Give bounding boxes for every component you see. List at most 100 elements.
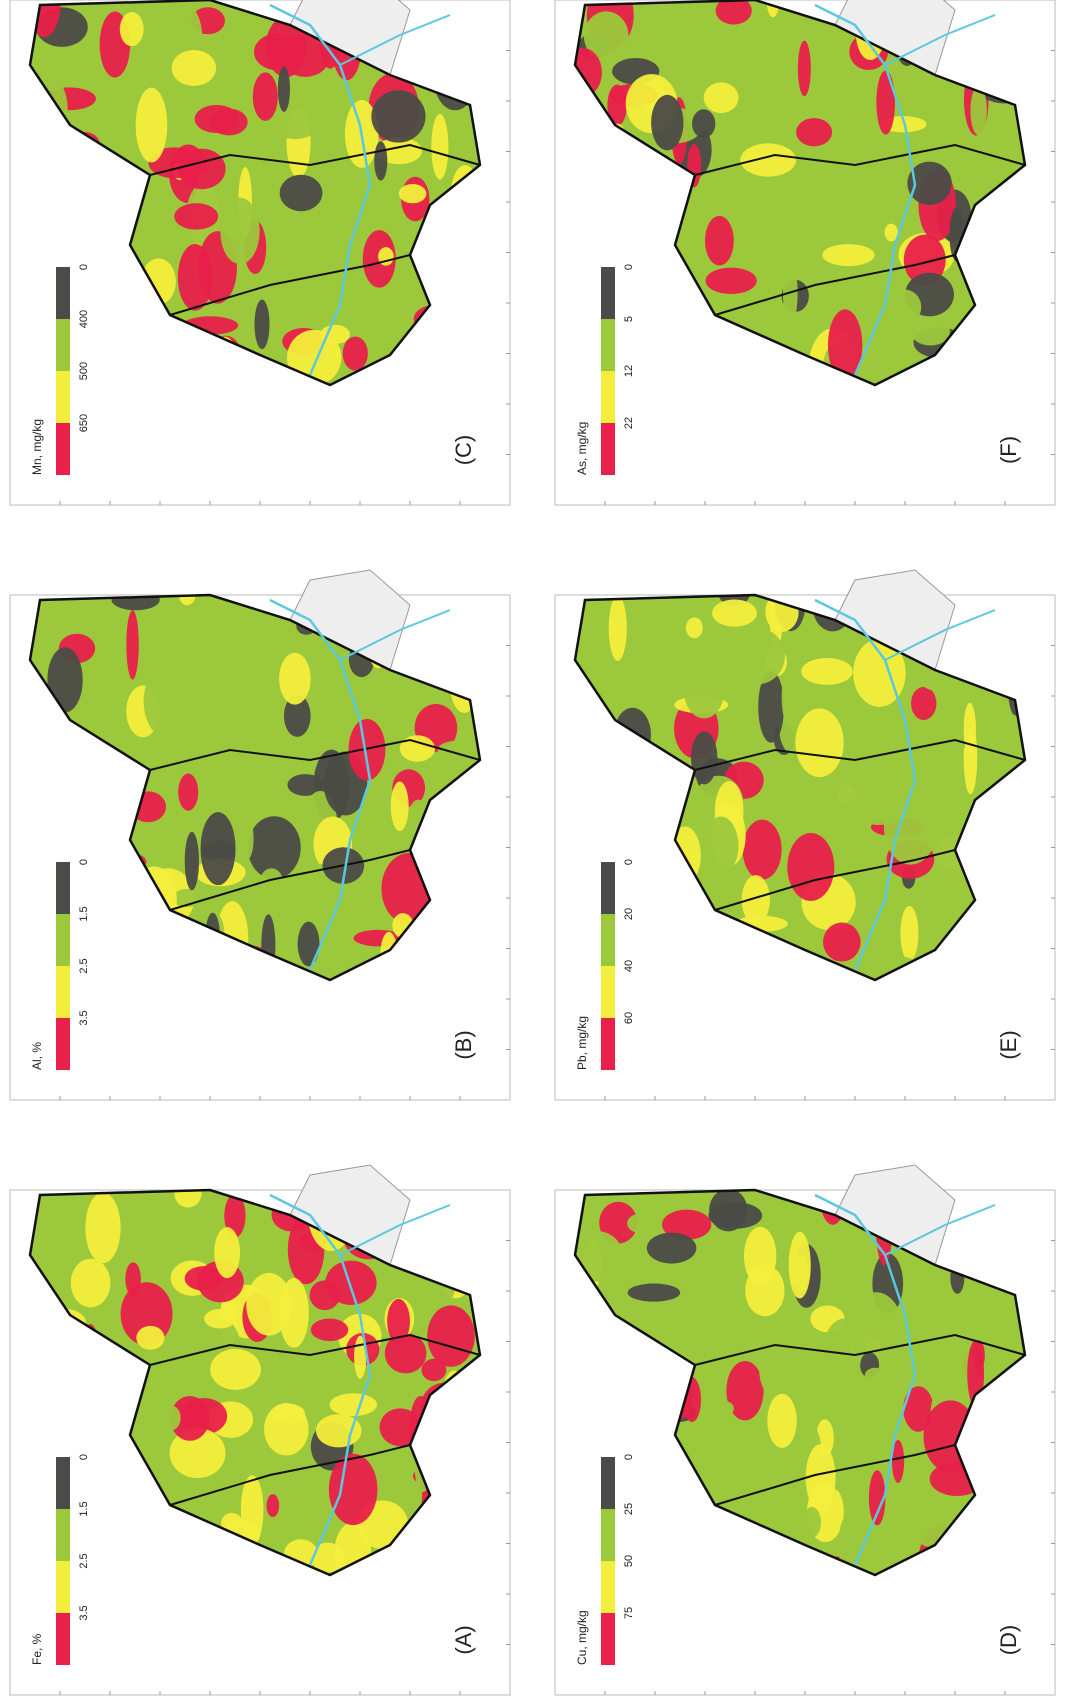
map-patch xyxy=(802,1507,821,1538)
map-patch xyxy=(136,1326,164,1350)
panel-label: (A) xyxy=(451,1625,476,1654)
map-panel: Al, %3.52.51.50(B) xyxy=(10,570,510,1100)
legend-title: Al, % xyxy=(30,1042,44,1070)
map-patch xyxy=(691,731,717,784)
legend-swatch xyxy=(601,966,615,1018)
map-patch xyxy=(311,1319,348,1342)
map-panel: Fe, %3.52.51.50(A) xyxy=(10,1165,510,1695)
map-patch xyxy=(254,299,269,349)
map-patch xyxy=(178,774,198,811)
map-patch xyxy=(692,109,715,138)
map-patch xyxy=(136,88,168,163)
map-patch xyxy=(876,71,895,135)
legend-swatch xyxy=(601,1613,615,1665)
map-patch xyxy=(700,1436,755,1472)
legend-tick-label: 75 xyxy=(623,1607,635,1619)
legend-swatch xyxy=(56,371,70,423)
legend-tick-label: 3.5 xyxy=(78,1010,90,1025)
legend-swatch xyxy=(56,1457,70,1509)
map-patch xyxy=(267,1494,280,1517)
map-patch xyxy=(712,1400,734,1416)
legend-swatch xyxy=(56,966,70,1018)
map-patch xyxy=(634,580,656,621)
map-patch xyxy=(280,175,323,211)
map-patch xyxy=(399,184,427,203)
map-patch xyxy=(371,90,425,142)
map-patch xyxy=(126,610,138,679)
legend-swatch xyxy=(601,423,615,475)
legend-swatch xyxy=(56,423,70,475)
legend-tick-label: 1.5 xyxy=(78,906,90,921)
legend-swatch xyxy=(56,862,70,914)
map-patch xyxy=(400,735,435,762)
legend-title: Mn, mg/kg xyxy=(30,419,44,475)
legend-swatch xyxy=(601,1018,615,1070)
map-patch xyxy=(52,1211,75,1259)
map-patch xyxy=(744,1227,776,1285)
map-patch xyxy=(71,1259,111,1308)
map-patch xyxy=(120,12,144,46)
legend-tick-label: 0 xyxy=(623,859,635,865)
legend-title: Cu, mg/kg xyxy=(575,1610,589,1665)
legend-swatch xyxy=(601,1457,615,1509)
map-patch xyxy=(706,268,757,294)
map-patch xyxy=(684,665,724,719)
legend-swatch xyxy=(56,914,70,966)
map-patch xyxy=(220,198,259,264)
map-patch xyxy=(865,1368,885,1384)
map-patch xyxy=(329,1454,378,1525)
legend-tick-label: 0 xyxy=(78,859,90,865)
map-patch xyxy=(241,1475,264,1545)
legend-tick-label: 60 xyxy=(623,1012,635,1024)
map-patch xyxy=(767,1394,797,1448)
legend-swatch xyxy=(56,1561,70,1613)
legend-tick-label: 20 xyxy=(623,908,635,920)
map-patch xyxy=(172,50,217,86)
legend-tick-label: 400 xyxy=(78,310,90,328)
map-patch xyxy=(343,337,368,371)
legend-tick-label: 25 xyxy=(623,1503,635,1515)
map-patch xyxy=(822,244,874,266)
map-patch xyxy=(759,1348,779,1393)
map-patch xyxy=(201,812,236,885)
map-patch xyxy=(427,1305,475,1366)
legend-swatch xyxy=(601,1561,615,1613)
map-patch xyxy=(708,1202,762,1228)
figure: Mn, mg/kg6505004000(C)Al, %3.52.51.50(B)… xyxy=(0,0,1065,1708)
map-patch xyxy=(709,1266,733,1313)
legend-tick-label: 0 xyxy=(623,264,635,270)
legend-swatch xyxy=(56,267,70,319)
map-patch xyxy=(771,225,804,267)
legend-tick-label: 5 xyxy=(623,316,635,322)
map-patch xyxy=(806,1444,836,1511)
map-patch xyxy=(900,906,918,961)
legend-tick-label: 2.5 xyxy=(78,958,90,973)
map-patch xyxy=(144,664,196,740)
map-patch xyxy=(246,1273,291,1336)
map-patch xyxy=(204,1309,236,1329)
legend-tick-label: 22 xyxy=(623,417,635,429)
map-patch xyxy=(647,1233,697,1264)
map-patch xyxy=(264,1403,309,1455)
legend-tick-label: 50 xyxy=(623,1555,635,1567)
map-patch xyxy=(210,1349,261,1390)
map-patch xyxy=(888,289,921,324)
map-patch xyxy=(103,662,127,705)
legend-tick-label: 2.5 xyxy=(78,1553,90,1568)
map-patch xyxy=(867,1401,897,1426)
map-patch xyxy=(825,1391,861,1427)
legend-tick-label: 500 xyxy=(78,362,90,380)
map-patch xyxy=(789,1232,811,1299)
legend-swatch xyxy=(601,862,615,914)
map-patch xyxy=(686,617,703,638)
legend-title: Pb, mg/kg xyxy=(575,1016,589,1070)
map-patch xyxy=(852,128,880,150)
legend-swatch xyxy=(601,267,615,319)
map-patch xyxy=(239,817,254,860)
map-patch xyxy=(628,1284,681,1302)
map-patch xyxy=(195,105,239,133)
map-patch xyxy=(258,868,284,906)
legend-swatch xyxy=(601,371,615,423)
map-patch xyxy=(928,73,955,140)
